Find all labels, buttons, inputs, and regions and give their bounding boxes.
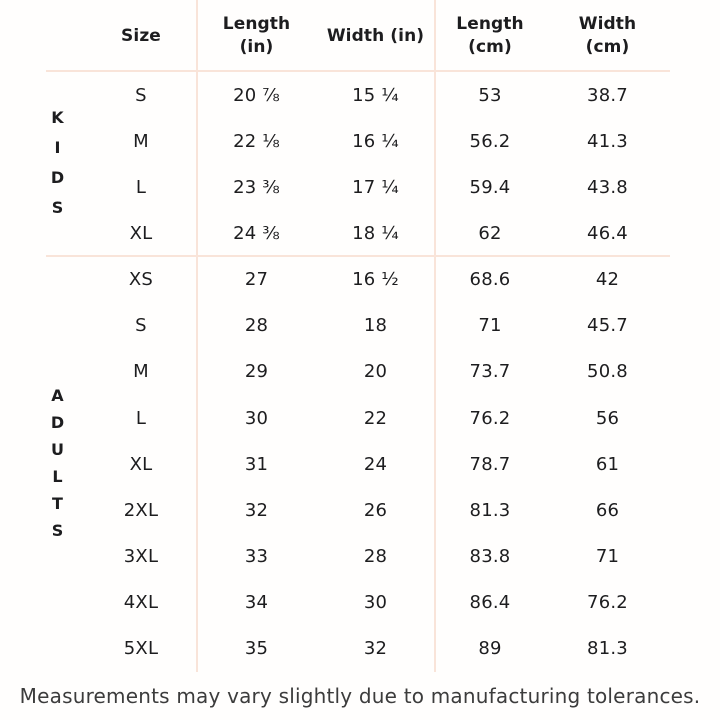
length-cm-cell: 73.7 bbox=[469, 361, 511, 383]
length-cm-cell: 53 bbox=[478, 84, 502, 106]
size-cell: L bbox=[135, 407, 147, 429]
width-in-cell: 28 bbox=[363, 545, 388, 567]
vertical-divider-1 bbox=[196, 0, 198, 672]
width-cm-cell: 71 bbox=[595, 545, 620, 567]
length-in-cell: 33 bbox=[244, 545, 269, 567]
header-length-in-line1: Length bbox=[222, 14, 291, 35]
length-cm-cell: 56.2 bbox=[469, 130, 511, 152]
width-cm-cell: 61 bbox=[595, 453, 620, 475]
tolerance-note: Measurements may vary slightly due to ma… bbox=[19, 684, 701, 708]
size-cell: 2XL bbox=[123, 499, 159, 521]
adults-group-cell: ADULTS bbox=[30, 257, 85, 672]
header-divider bbox=[46, 70, 670, 72]
kids-group-label: KIDS bbox=[48, 108, 67, 229]
width-in-cell: 17 ¼ bbox=[352, 176, 399, 198]
length-in-cell: 28 bbox=[244, 315, 269, 337]
header-width-cm: Width (cm) bbox=[545, 0, 670, 72]
length-in-cell: 31 bbox=[244, 453, 269, 475]
header-length-in: Length (in) bbox=[197, 0, 316, 72]
header-group-spacer bbox=[30, 0, 85, 72]
vertical-divider-2 bbox=[434, 0, 436, 672]
header-length-cm-line2: (cm) bbox=[468, 37, 512, 57]
size-cell: XL bbox=[129, 453, 153, 475]
width-cm-cell: 81.3 bbox=[587, 638, 628, 660]
size-cell: 4XL bbox=[123, 592, 159, 614]
length-cm-cell: 62 bbox=[478, 222, 502, 244]
width-in-cell: 18 ¼ bbox=[352, 222, 399, 244]
length-in-cell: 22 ⅛ bbox=[233, 130, 280, 152]
size-cell: M bbox=[133, 130, 149, 152]
width-cm-cell: 66 bbox=[595, 499, 620, 521]
width-cm-cell: 38.7 bbox=[587, 84, 628, 106]
length-cm-cell: 76.2 bbox=[469, 407, 511, 429]
header-width-cm-line1: Width bbox=[578, 14, 637, 35]
width-in-cell: 18 bbox=[363, 315, 388, 337]
width-in-cell: 30 bbox=[363, 592, 388, 614]
length-cm-cell: 89 bbox=[478, 638, 502, 660]
width-in-cell: 15 ¼ bbox=[352, 84, 399, 106]
width-cm-cell: 50.8 bbox=[587, 361, 628, 383]
width-cm-cell: 42 bbox=[595, 269, 620, 291]
width-cm-cell: 43.8 bbox=[587, 176, 628, 198]
length-cm-cell: 59.4 bbox=[469, 176, 511, 198]
length-in-cell: 32 bbox=[244, 499, 269, 521]
length-in-cell: 35 bbox=[244, 638, 269, 660]
size-cell: M bbox=[133, 361, 149, 383]
width-in-cell: 32 bbox=[363, 638, 388, 660]
header-width-cm-line2: (cm) bbox=[585, 37, 630, 57]
header-width-in: Width (in) bbox=[316, 0, 435, 72]
width-in-cell: 16 ¼ bbox=[352, 130, 399, 152]
size-cell: 5XL bbox=[123, 638, 159, 660]
width-cm-cell: 41.3 bbox=[587, 130, 628, 152]
size-cell: XS bbox=[128, 269, 154, 291]
size-cell: L bbox=[135, 176, 147, 198]
header-width-in-label: Width (in) bbox=[326, 25, 425, 46]
length-in-cell: 34 bbox=[244, 592, 269, 614]
header-length-cm-line1: Length bbox=[456, 14, 524, 35]
kids-adults-divider bbox=[46, 255, 670, 257]
header-size: Size bbox=[85, 0, 197, 72]
length-in-cell: 30 bbox=[244, 407, 269, 429]
length-cm-cell: 86.4 bbox=[469, 592, 511, 614]
header-length-in-line2: (in) bbox=[239, 37, 274, 57]
length-in-cell: 23 ⅜ bbox=[233, 176, 280, 198]
adults-group-label: ADULTS bbox=[48, 386, 67, 549]
width-cm-cell: 76.2 bbox=[587, 592, 628, 614]
length-cm-cell: 83.8 bbox=[469, 545, 511, 567]
length-in-cell: 29 bbox=[244, 361, 269, 383]
length-cm-cell: 71 bbox=[478, 315, 502, 337]
size-cell: S bbox=[135, 84, 147, 106]
size-cell: XL bbox=[129, 222, 153, 244]
width-in-cell: 20 bbox=[363, 361, 388, 383]
length-cm-cell: 78.7 bbox=[469, 453, 511, 475]
header-length-cm: Length (cm) bbox=[435, 0, 545, 72]
width-in-cell: 16 ½ bbox=[352, 269, 399, 291]
width-in-cell: 24 bbox=[363, 453, 388, 475]
width-cm-cell: 56 bbox=[595, 407, 620, 429]
size-chart-grid: Size Length (in) Width (in) Length (cm) … bbox=[30, 0, 670, 672]
width-in-cell: 26 bbox=[363, 499, 388, 521]
length-in-cell: 27 bbox=[244, 269, 269, 291]
header-size-label: Size bbox=[121, 25, 161, 46]
size-chart-table: Size Length (in) Width (in) Length (cm) … bbox=[30, 0, 670, 672]
width-cm-cell: 46.4 bbox=[587, 222, 628, 244]
length-cm-cell: 68.6 bbox=[469, 269, 511, 291]
size-cell: S bbox=[135, 315, 147, 337]
width-in-cell: 22 bbox=[363, 407, 388, 429]
length-in-cell: 24 ⅜ bbox=[233, 222, 280, 244]
width-cm-cell: 45.7 bbox=[587, 315, 628, 337]
length-cm-cell: 81.3 bbox=[469, 499, 511, 521]
kids-group-cell: KIDS bbox=[30, 72, 85, 257]
length-in-cell: 20 ⅞ bbox=[233, 84, 280, 106]
size-cell: 3XL bbox=[123, 545, 159, 567]
